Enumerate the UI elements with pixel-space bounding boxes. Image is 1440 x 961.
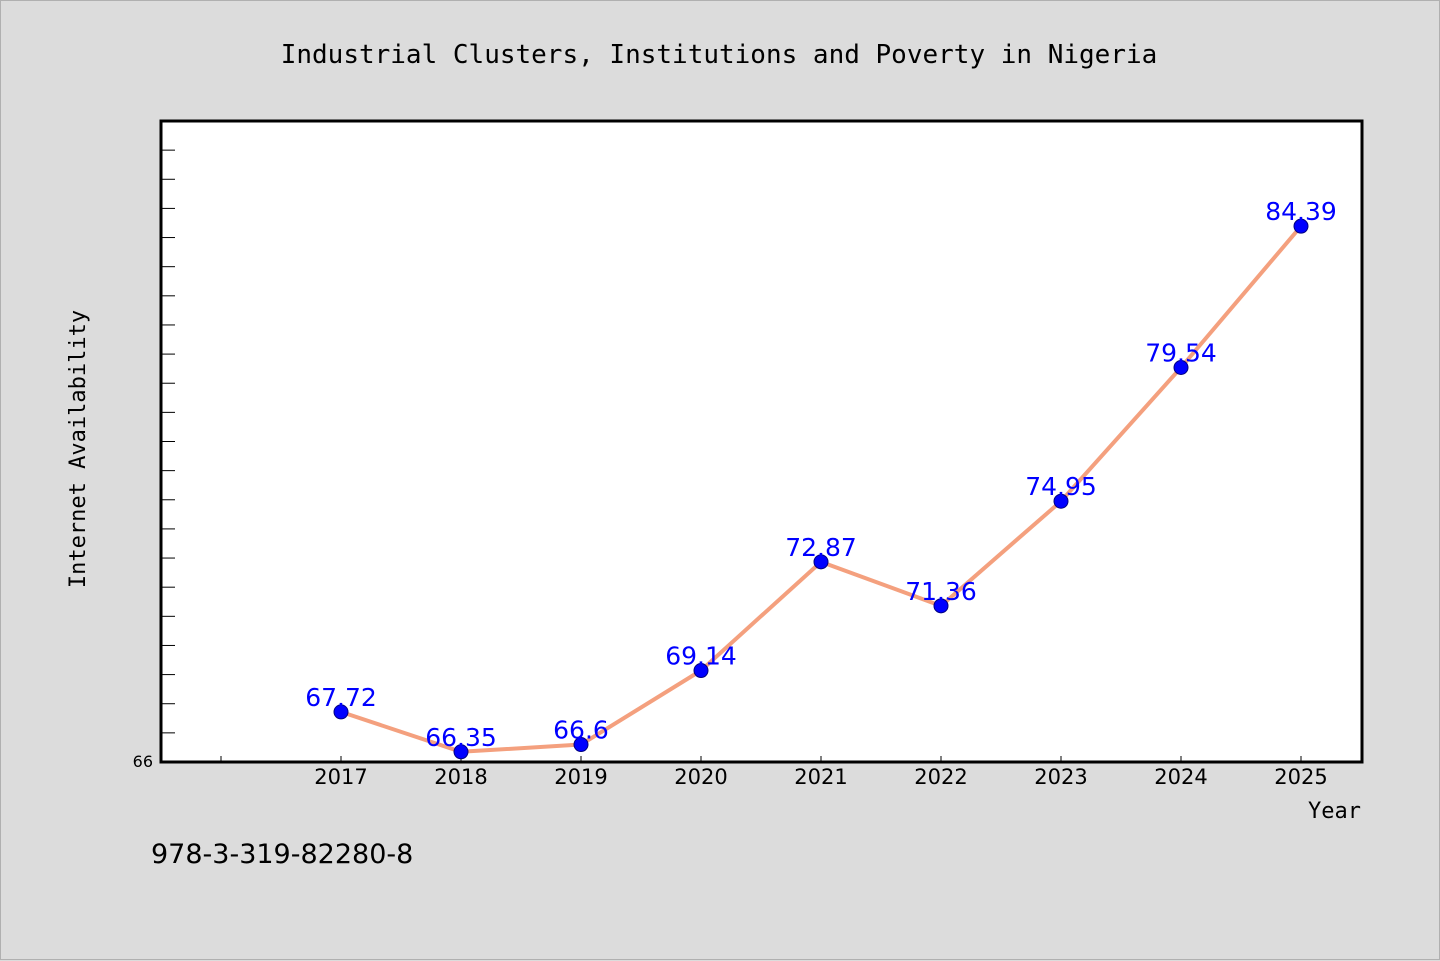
data-point-label: 71.36 — [905, 577, 977, 606]
data-point-marker — [1053, 493, 1069, 509]
x-tick-label: 2020 — [674, 765, 727, 789]
data-point-marker — [693, 663, 709, 679]
data-point-marker — [1293, 218, 1309, 234]
x-tick-label: 2021 — [794, 765, 847, 789]
plot-area — [159, 119, 1364, 764]
data-point-label: 72.87 — [785, 533, 857, 562]
data-point-marker — [1173, 359, 1189, 375]
data-point-label: 66.6 — [553, 716, 609, 745]
data-labels: 67.72 66.35 66.6 69.14 72.87 71.36 74.95 79.54 8… — [305, 197, 1337, 752]
data-markers — [333, 218, 1309, 760]
y-axis-ticks — [161, 149, 175, 734]
x-tick-label: 2023 — [1034, 765, 1087, 789]
data-point-label: 74.95 — [1025, 472, 1097, 501]
y-axis-label: Internet Availability — [66, 310, 91, 588]
x-tick-label: 2018 — [434, 765, 487, 789]
x-axis-ticks: 2017 2018 2019 2020 2021 2022 2023 2024 2025 — [220, 756, 1328, 789]
y-axis-min-label: 66 — [133, 752, 153, 771]
data-point-marker — [573, 737, 589, 753]
x-tick-label: 2019 — [554, 765, 607, 789]
x-axis-label: Year — [1308, 799, 1361, 824]
x-tick-label: 2022 — [914, 765, 967, 789]
data-point-label: 66.35 — [425, 723, 497, 752]
data-point-marker — [813, 554, 829, 570]
data-point-marker — [453, 744, 469, 760]
x-tick-label: 2017 — [314, 765, 367, 789]
data-point-marker — [333, 704, 349, 720]
data-point-label: 69.14 — [665, 642, 737, 671]
x-tick-label: 2025 — [1274, 765, 1327, 789]
data-point-label: 79.54 — [1145, 338, 1217, 367]
data-point-label: 67.72 — [305, 683, 377, 712]
x-tick-label: 2024 — [1154, 765, 1207, 789]
data-point-label: 84.39 — [1265, 197, 1337, 226]
data-point-marker — [933, 598, 949, 614]
chart-title: Industrial Clusters, Institutions and Po… — [281, 40, 1158, 70]
isbn-footer: 978-3-319-82280-8 — [151, 839, 413, 870]
